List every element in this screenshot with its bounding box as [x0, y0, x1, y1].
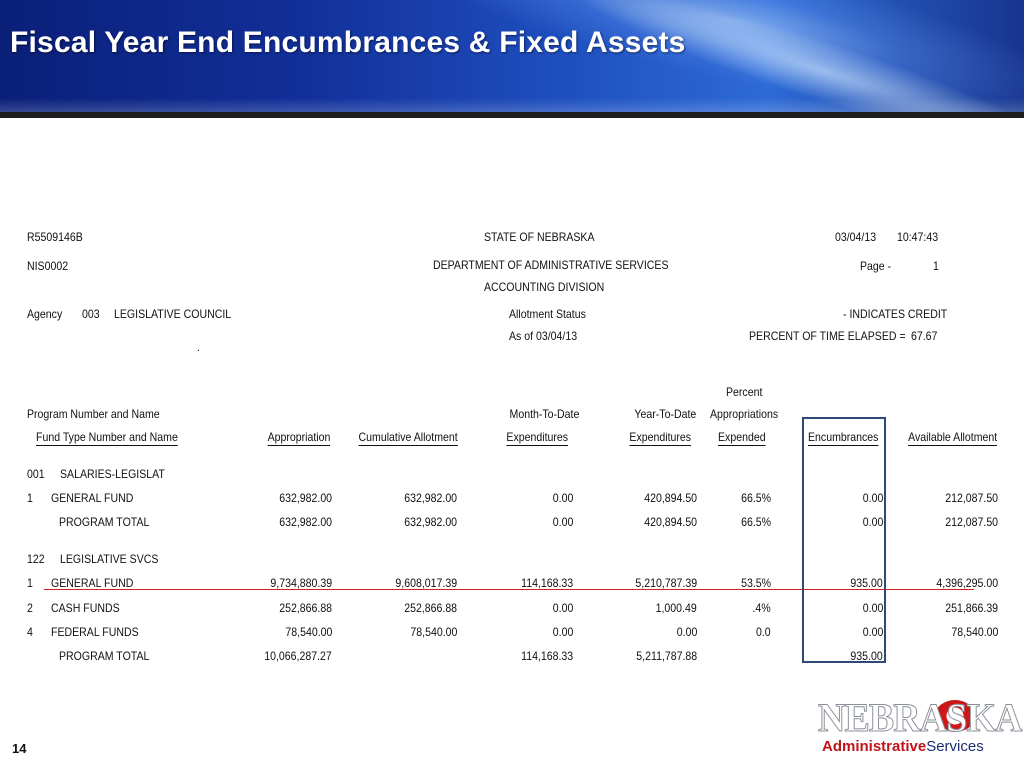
col-encumbrances: Encumbrances [808, 430, 879, 446]
banner-shine [0, 98, 1024, 112]
logo-red-ring [935, 700, 975, 732]
logo-wordmark: NEBRASKA [818, 695, 1023, 741]
cell-encumbrances: 935.00 [850, 576, 883, 590]
cell-ytd-expenditures: 5,210,787.39 [635, 576, 697, 590]
cell-percent-expended: 0.0 [756, 625, 771, 639]
cell-available-allotment: 212,087.50 [945, 491, 998, 505]
agency-label: Agency [27, 307, 63, 321]
cell-cumulative-allotment: 252,866.88 [404, 601, 457, 615]
credit-note: - INDICATES CREDIT [843, 307, 948, 321]
fund-number: 4 [27, 625, 33, 639]
cell-encumbrances: 0.00 [862, 515, 883, 529]
program-name: SALARIES-LEGISLAT [60, 467, 165, 481]
col-mtd-line1: Month-To-Date [509, 407, 579, 421]
cell-available-allotment: 251,866.39 [945, 601, 998, 615]
report-time: 10:47:43 [897, 230, 939, 244]
page-number: 14 [12, 741, 27, 756]
title-banner [0, 0, 1024, 118]
cell-available-allotment: 212,087.50 [945, 515, 998, 529]
fund-number: 2 [27, 601, 33, 615]
nebraska-administrative-services-logo: NEBRASKA AdministrativeServices [818, 694, 1023, 762]
cell-mtd-expenditures: 0.00 [552, 601, 573, 615]
logo-subtitle-bold: Administrative [822, 738, 927, 755]
cell-ytd-expenditures: 0.00 [676, 625, 697, 639]
col-cumulative-allotment: Cumulative Allotment [358, 430, 458, 446]
cell-percent-expended: 66.5% [741, 515, 771, 529]
cell-encumbrances: 0.00 [862, 625, 883, 639]
cell-appropriation: 632,982.00 [279, 515, 332, 529]
cell-appropriation: 9,734,880.39 [270, 576, 332, 590]
as-of-date: As of 03/04/13 [509, 329, 578, 343]
agency-name: LEGISLATIVE COUNCIL [114, 307, 232, 321]
fund-number: 1 [27, 576, 33, 590]
fund-name: CASH FUNDS [51, 601, 120, 615]
cell-cumulative-allotment: 632,982.00 [404, 491, 457, 505]
program-number: 122 [27, 552, 45, 566]
col-mtd-line2: Expenditures [506, 430, 568, 446]
cell-ytd-expenditures: 1,000.49 [655, 601, 697, 615]
fund-name: GENERAL FUND [51, 576, 134, 590]
report-state: STATE OF NEBRASKA [484, 230, 595, 244]
cell-appropriation: 252,866.88 [279, 601, 332, 615]
fund-number: 1 [27, 491, 33, 505]
report-page-value: 1 [933, 259, 939, 273]
cell-appropriation: 78,540.00 [285, 625, 332, 639]
cell-cumulative-allotment: 632,982.00 [404, 515, 457, 529]
report-page-label: Page - [860, 259, 892, 273]
program-number: 001 [27, 467, 45, 481]
col-ytd-line1: Year-To-Date [634, 407, 696, 421]
program-total-label: PROGRAM TOTAL [59, 649, 150, 663]
cell-mtd-expenditures: 114,168.33 [520, 649, 573, 663]
highlight-underline [44, 589, 974, 590]
banner-bottom-rule [0, 112, 1024, 118]
logo-subtitle: AdministrativeServices [822, 738, 984, 755]
col-program-number-name: Program Number and Name [27, 407, 160, 421]
program-total-label: PROGRAM TOTAL [59, 515, 150, 529]
report-sub-id: NIS0002 [27, 259, 69, 273]
report-id: R5509146B [27, 230, 83, 244]
col-pct-line1: Percent [726, 385, 763, 399]
col-appropriation: Appropriation [267, 430, 330, 446]
col-available-allotment: Available Allotment [907, 430, 997, 446]
agency-code: 003 [82, 307, 100, 321]
cell-mtd-expenditures: 0.00 [552, 491, 573, 505]
cell-percent-expended: 66.5% [741, 491, 771, 505]
stray-dot: . [197, 340, 200, 354]
cell-mtd-expenditures: 0.00 [552, 625, 573, 639]
encumbrances-highlight-box [802, 417, 886, 663]
cell-percent-expended: 53.5% [741, 576, 771, 590]
logo-subtitle-rest: Services [926, 738, 984, 755]
cell-encumbrances: 0.00 [862, 601, 883, 615]
cell-available-allotment: 4,396,295.00 [936, 576, 998, 590]
cell-appropriation: 10,066,287.27 [264, 649, 332, 663]
time-elapsed-label: PERCENT OF TIME ELAPSED = [749, 329, 906, 343]
program-name: LEGISLATIVE SVCS [60, 552, 159, 566]
fund-name: FEDERAL FUNDS [51, 625, 139, 639]
cell-ytd-expenditures: 420,894.50 [644, 515, 697, 529]
report-department: DEPARTMENT OF ADMINISTRATIVE SERVICES [433, 258, 669, 272]
fund-name: GENERAL FUND [51, 491, 134, 505]
report-date: 03/04/13 [835, 230, 877, 244]
cell-percent-expended: .4% [752, 601, 771, 615]
col-pct-line2: Appropriations [710, 407, 779, 421]
cell-mtd-expenditures: 0.00 [552, 515, 573, 529]
cell-cumulative-allotment: 9,608,017.39 [395, 576, 457, 590]
cell-ytd-expenditures: 5,211,787.88 [636, 649, 697, 663]
col-fund-type: Fund Type Number and Name [36, 430, 178, 446]
cell-encumbrances: 0.00 [862, 491, 883, 505]
col-ytd-line2: Expenditures [629, 430, 691, 446]
allotment-status-label: Allotment Status [509, 307, 586, 321]
slide-title: Fiscal Year End Encumbrances & Fixed Ass… [10, 26, 686, 59]
cell-ytd-expenditures: 420,894.50 [644, 491, 697, 505]
time-elapsed-value: 67.67 [911, 329, 938, 343]
cell-mtd-expenditures: 114,168.33 [520, 576, 573, 590]
cell-cumulative-allotment: 78,540.00 [410, 625, 457, 639]
report-division: ACCOUNTING DIVISION [484, 280, 605, 294]
cell-encumbrances: 935.00 [850, 649, 883, 663]
cell-available-allotment: 78,540.00 [951, 625, 998, 639]
col-pct-line3: Expended [718, 430, 766, 446]
cell-appropriation: 632,982.00 [279, 491, 332, 505]
